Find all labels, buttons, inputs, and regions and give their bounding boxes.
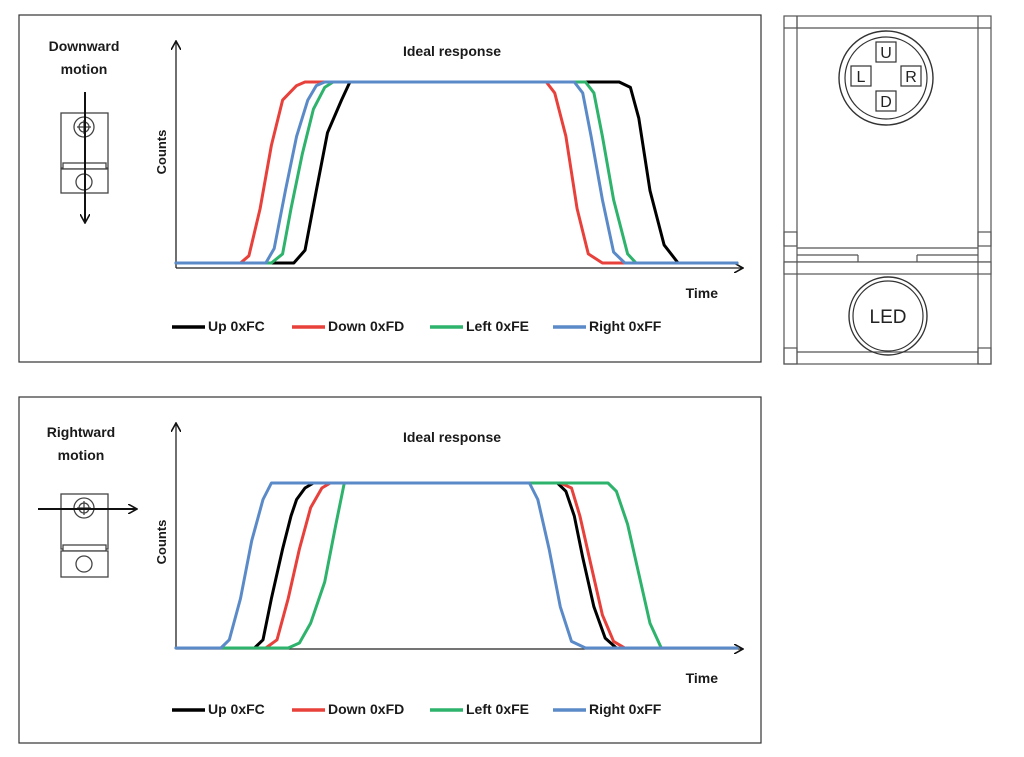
mini-sensor-icon — [60, 493, 109, 578]
photodiode-left — [850, 65, 872, 87]
legend-label-right: Right 0xFF — [589, 701, 662, 717]
panel-rightward: Rightward motion Ideal response Time Cou… — [18, 396, 762, 744]
series-line-right — [174, 481, 739, 650]
panel-frame — [18, 14, 762, 363]
photodiode-down — [875, 90, 897, 112]
motion-label-line2: motion — [61, 61, 108, 77]
photodiode-left-label: L — [857, 69, 866, 86]
series-line-right — [174, 80, 739, 265]
sensor-window — [838, 30, 934, 126]
x-axis-label: Time — [686, 285, 719, 301]
photodiode-right — [900, 65, 922, 87]
photodiode-array: U L R D — [850, 41, 922, 112]
legend: Up 0xFC Down 0xFD Left 0xFE Right 0xFF — [172, 318, 662, 334]
x-axis-label: Time — [686, 670, 719, 686]
legend-label-left: Left 0xFE — [466, 318, 529, 334]
plot-area — [174, 80, 739, 265]
led-label: LED — [870, 307, 907, 328]
y-axis-label: Counts — [154, 520, 169, 565]
led-window — [848, 276, 928, 356]
legend-label-up: Up 0xFC — [208, 701, 265, 717]
photodiode-up — [875, 41, 897, 63]
legend-label-down: Down 0xFD — [328, 318, 404, 334]
y-axis-label: Counts — [154, 130, 169, 175]
chart-title: Ideal response — [403, 429, 501, 445]
chart-title: Ideal response — [403, 43, 501, 59]
photodiode-right-label: R — [905, 69, 917, 86]
panel-downward: Downward motion Ideal response Time Coun… — [18, 14, 762, 363]
motion-label-line1: Rightward — [47, 424, 115, 440]
motion-label-line2: motion — [58, 447, 105, 463]
legend-label-up: Up 0xFC — [208, 318, 265, 334]
sensor-package-diagram — [783, 15, 992, 365]
panel-frame — [18, 396, 762, 744]
motion-label-line1: Downward — [49, 38, 120, 54]
series-line-down — [174, 80, 739, 265]
legend-label-right: Right 0xFF — [589, 318, 662, 334]
plot-area — [174, 481, 739, 650]
photodiode-up-label: U — [880, 45, 892, 62]
legend-label-left: Left 0xFE — [466, 701, 529, 717]
photodiode-down-label: D — [880, 94, 892, 111]
legend: Up 0xFC Down 0xFD Left 0xFE Right 0xFF — [172, 701, 662, 717]
legend-label-down: Down 0xFD — [328, 701, 404, 717]
